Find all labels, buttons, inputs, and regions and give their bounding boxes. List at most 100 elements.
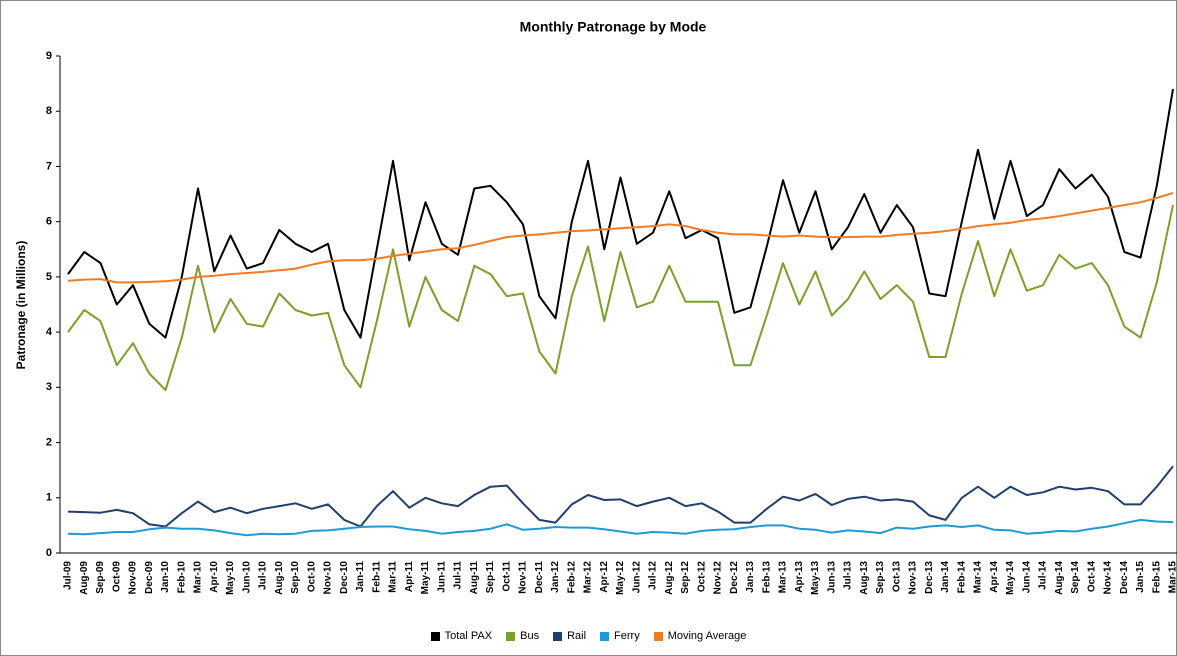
x-tick-label: Oct-11 <box>501 561 512 592</box>
x-tick-label: Feb-15 <box>1151 561 1162 594</box>
x-tick-label: Nov-10 <box>323 561 334 595</box>
x-tick-label: Aug-11 <box>469 561 480 595</box>
y-tick-label: 2 <box>46 436 52 448</box>
x-tick-label: May-10 <box>225 561 236 595</box>
x-tick-label: May-12 <box>615 561 626 595</box>
chart-title: Monthly Patronage by Mode <box>520 19 707 35</box>
x-tick-label: Mar-12 <box>583 561 594 594</box>
x-tick-label: Apr-12 <box>599 561 610 593</box>
x-tick-label: Nov-14 <box>1103 561 1114 595</box>
x-tick-label: Oct-09 <box>111 561 122 593</box>
x-tick-label: Jul-13 <box>843 561 854 590</box>
x-tick-label: Jun-12 <box>631 561 642 594</box>
x-tick-label: Jul-10 <box>258 561 269 590</box>
x-tick-label: Mar-14 <box>973 561 984 594</box>
y-tick-label: 8 <box>46 105 52 117</box>
series-line <box>67 88 1174 339</box>
x-tick-label: Oct-10 <box>306 561 317 593</box>
legend-item: Ferry <box>600 630 640 642</box>
x-tick-label: Mar-11 <box>388 561 399 593</box>
x-tick-label: Jan-15 <box>1135 561 1146 593</box>
x-tick-label: Aug-09 <box>79 561 90 595</box>
x-tick-label: Oct-13 <box>891 561 902 593</box>
legend-swatch <box>600 631 610 641</box>
x-tick-label: Mar-13 <box>778 561 789 594</box>
y-tick-label: 1 <box>46 492 52 504</box>
legend-item: Moving Average <box>653 630 747 642</box>
x-tick-label: Aug-12 <box>664 561 675 595</box>
x-tick-label: Feb-14 <box>956 561 967 594</box>
series-line <box>67 204 1174 392</box>
x-tick-label: Mar-10 <box>193 561 204 594</box>
legend-label: Moving Average <box>667 630 747 642</box>
x-tick-label: Apr-14 <box>989 561 1000 593</box>
x-tick-label: Nov-13 <box>908 561 919 595</box>
x-tick-label: Jul-12 <box>648 561 659 590</box>
legend-label: Total PAX <box>444 630 493 642</box>
legend-item: Bus <box>506 630 539 642</box>
x-tick-label: Apr-11 <box>404 561 415 593</box>
x-tick-label: Sep-13 <box>875 561 886 594</box>
x-tick-label: Aug-10 <box>274 561 285 595</box>
x-tick-label: Jan-14 <box>940 561 951 593</box>
x-tick-label: Feb-11 <box>371 561 382 593</box>
legend-item: Rail <box>553 630 586 642</box>
x-tick-label: May-11 <box>420 561 431 595</box>
legend-label: Bus <box>520 630 540 642</box>
x-tick-label: Dec-14 <box>1119 561 1130 594</box>
legend-label: Ferry <box>614 630 640 642</box>
x-tick-label: Jan-10 <box>160 561 171 593</box>
x-tick-label: Sep-12 <box>680 561 691 594</box>
x-tick-label: Nov-11 <box>518 561 529 594</box>
y-axis-label: Patronage (in Millions) <box>14 241 28 370</box>
x-tick-label: Jun-13 <box>826 561 837 594</box>
legend-swatch <box>653 631 663 641</box>
series-line <box>67 465 1174 528</box>
series-line <box>67 518 1174 537</box>
x-tick-label: Nov-09 <box>128 561 139 595</box>
x-tick-label: Dec-12 <box>729 561 740 594</box>
y-tick-label: 9 <box>46 50 52 62</box>
x-tick-label: Nov-12 <box>713 561 724 595</box>
legend-swatch <box>430 631 440 641</box>
y-tick-label: 3 <box>46 381 52 393</box>
y-tick-label: 0 <box>46 547 52 559</box>
x-tick-label: Dec-10 <box>339 561 350 594</box>
y-tick-label: 4 <box>46 326 53 338</box>
x-tick-label: Feb-12 <box>566 561 577 594</box>
x-tick-label: Mar-15 <box>1168 561 1177 594</box>
x-tick-label: Dec-11 <box>534 561 545 594</box>
x-tick-label: Feb-10 <box>176 561 187 594</box>
x-tick-label: Jun-14 <box>1021 561 1032 594</box>
x-tick-label: Jul-09 <box>63 561 74 590</box>
x-tick-label: Aug-13 <box>859 561 870 595</box>
x-tick-label: Sep-10 <box>290 561 301 594</box>
x-tick-label: May-14 <box>1005 561 1016 595</box>
x-tick-label: Jun-10 <box>241 561 252 594</box>
x-tick-label: Jan-13 <box>745 561 756 593</box>
y-tick-label: 6 <box>46 216 52 228</box>
legend-swatch <box>506 631 516 641</box>
x-tick-label: Dec-09 <box>144 561 155 594</box>
x-tick-label: Oct-12 <box>696 561 707 593</box>
x-tick-label: Apr-10 <box>209 561 220 593</box>
legend: Total PAX Bus Rail Ferry Moving Average <box>0 630 1177 642</box>
x-tick-label: Oct-14 <box>1086 561 1097 593</box>
legend-swatch <box>553 631 563 641</box>
x-tick-label: Jan-11 <box>355 561 366 593</box>
x-tick-label: Jun-11 <box>436 561 447 593</box>
x-tick-label: Dec-13 <box>924 561 935 594</box>
x-tick-label: May-13 <box>810 561 821 595</box>
y-tick-label: 5 <box>46 271 52 283</box>
x-tick-label: Apr-13 <box>794 561 805 593</box>
x-tick-label: Jul-11 <box>453 561 464 590</box>
x-tick-label: Sep-11 <box>485 561 496 594</box>
x-tick-label: Feb-13 <box>761 561 772 594</box>
x-tick-label: Jan-12 <box>550 561 561 593</box>
legend-item: Total PAX <box>430 630 493 642</box>
x-tick-label: Jul-14 <box>1038 561 1049 590</box>
series-line <box>67 192 1174 284</box>
